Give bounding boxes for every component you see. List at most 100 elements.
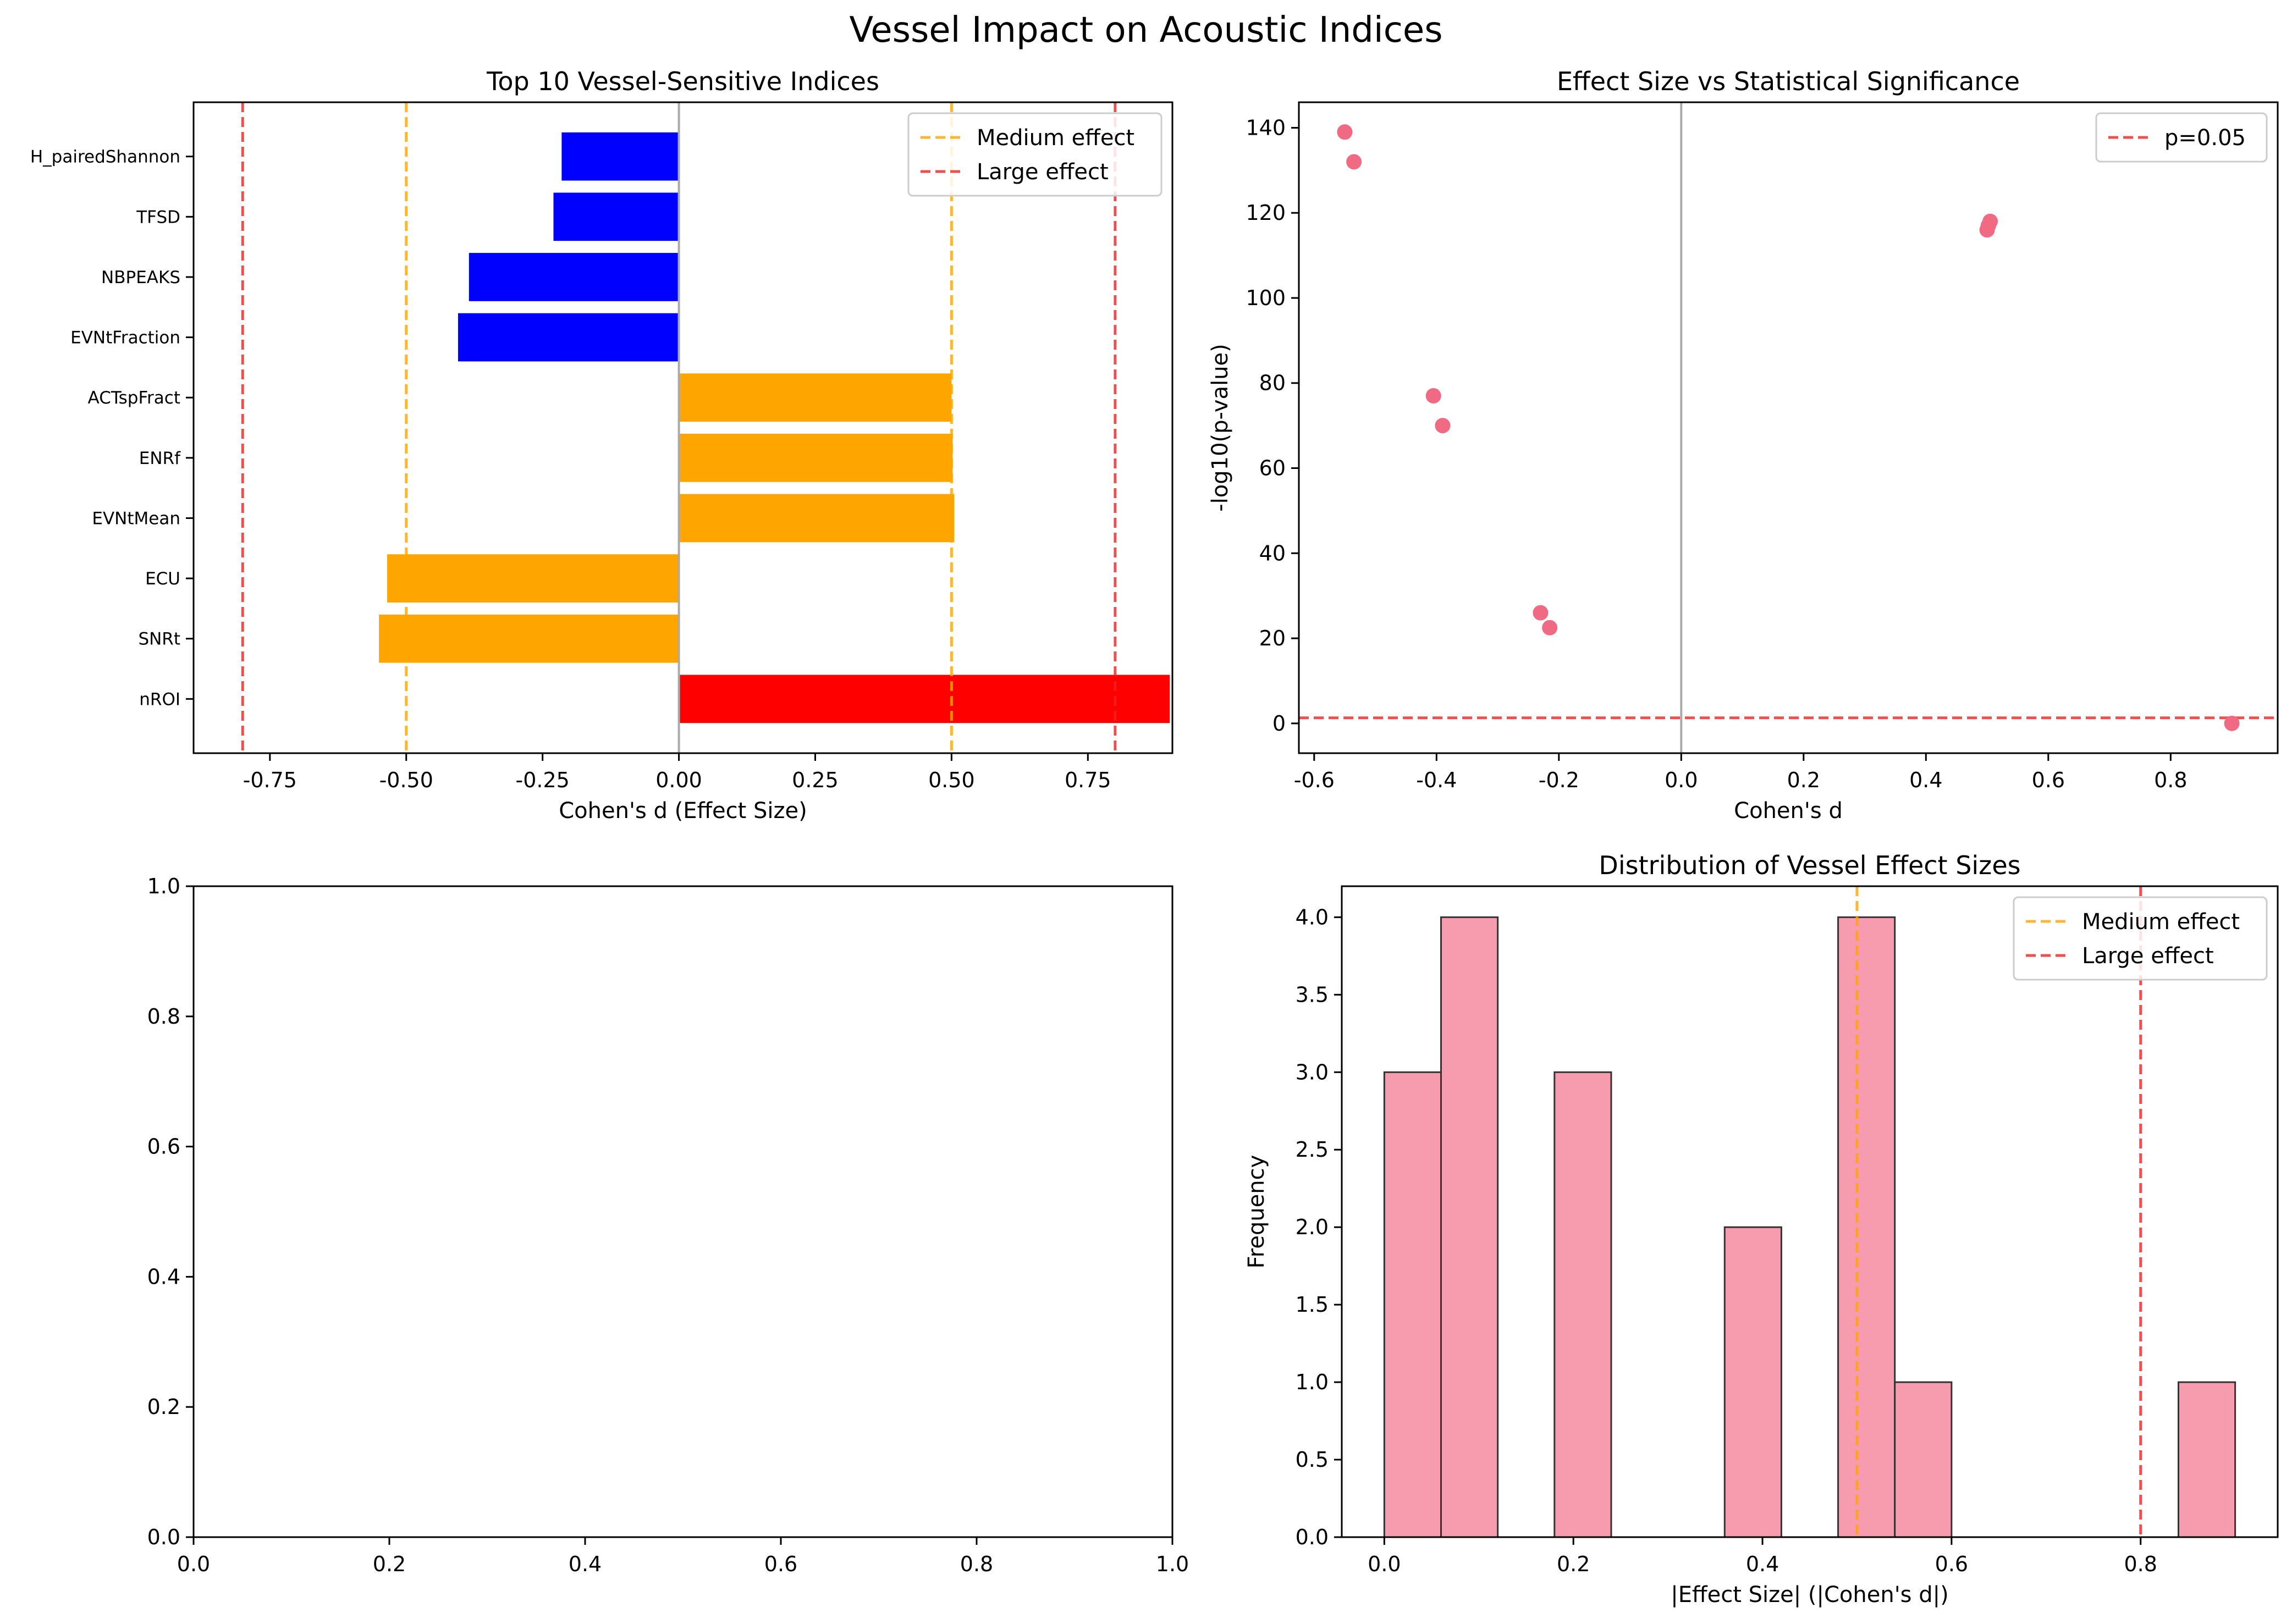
legend: Medium effect Large effect [907,112,1162,197]
x-tick-label: 0.4 [1746,1552,1779,1576]
x-tick-label: 0.0 [1368,1552,1401,1576]
y-tick-label: ENRf [139,449,181,468]
y-axis-label: Frequency [1244,1155,1269,1269]
y-tick-label: 120 [1246,201,1286,225]
legend-entry-label: Medium effect [977,125,1134,151]
y-tick-label: ECU [145,569,180,589]
y-tick-label: TFSD [136,207,180,227]
axes-frame [192,101,1173,754]
y-tick-label: 0.0 [147,1525,180,1549]
legend-frame [907,112,1162,197]
bar-chart-panel: Top 10 Vessel-Sensitive Indices Cohen's d… [30,67,1173,824]
bar [679,675,1170,723]
x-tick-label: 0.4 [1909,768,1942,792]
empty-axes-panel: 0.0 0.2 0.4 0.6 0.8 1.0 0.0 0.2 0.4 0.6 0.8 1.0 [147,874,1189,1576]
y-tick-label: 20 [1259,626,1286,650]
legend-entry-label: p=0.05 [2164,125,2246,151]
y-tick-label: 80 [1259,371,1286,395]
x-tick-label: 0.0 [1665,768,1698,792]
y-tick-label: 4.0 [1296,905,1329,929]
y-tick-label: ACTspFract [88,388,180,408]
axes-frame [1341,885,2279,1538]
y-tick-label: 2.0 [1296,1215,1329,1239]
x-tick-label: 0.50 [928,768,975,792]
histogram-bar [1837,916,1896,1538]
x-tick-label: 0.2 [373,1552,406,1576]
y-tick-label: 0.2 [147,1395,180,1419]
y-tick-label: 0.0 [1296,1525,1329,1549]
legend-frame [2013,896,2268,981]
y-tick-label: 0.6 [147,1135,180,1159]
x-tick-label: -0.75 [243,768,297,792]
y-tick-label: 1.0 [147,874,180,898]
x-tick-label: 0.25 [792,768,839,792]
y-tick-label: H_pairedShannon [30,147,180,167]
x-axis-label: Cohen's d (Effect Size) [559,798,807,824]
bar [679,373,952,422]
y-tick-label: 60 [1259,456,1286,480]
y-tick-label: EVNtFraction [70,328,180,348]
x-tick-label: -0.25 [515,768,569,792]
x-axis-label: |Effect Size| (|Cohen's d|) [1671,1582,1948,1608]
x-tick-label: 0.0 [177,1552,210,1576]
x-axis-label: Cohen's d [1734,798,1843,824]
legend: p=0.05 [2095,112,2268,163]
x-tick-label: 0.6 [1935,1552,1968,1576]
scatter-point [1337,124,1353,140]
x-tick-label: -0.4 [1416,768,1457,792]
scatter-chart-panel: Effect Size vs Statistical Significance C… [1208,67,2279,824]
y-tick-label: 0.5 [1296,1448,1329,1472]
y-tick-label: EVNtMean [92,509,180,528]
histogram-panel: Distribution of Vessel Effect Sizes |Effe… [1244,850,2279,1608]
scatter-point [1542,620,1558,636]
y-tick-label: 1.5 [1296,1292,1329,1317]
x-tick-label: 0.6 [2032,768,2065,792]
legend-entry-label: Large effect [977,159,1109,185]
legend-entry-label: Large effect [2082,943,2214,969]
x-tick-label: -0.50 [379,768,433,792]
bar [679,494,955,543]
bar [679,433,953,482]
legend-frame [2095,112,2268,163]
x-tick-label: 0.8 [2154,768,2187,792]
scatter-point [1425,388,1441,404]
legend-entry-label: Medium effect [2082,909,2240,935]
x-tick-label: 0.4 [569,1552,602,1576]
x-tick-label: 1.0 [1156,1552,1189,1576]
axes-title: Top 10 Vessel-Sensitive Indices [486,67,879,96]
x-tick-label: 0.8 [960,1552,993,1576]
axes-title: Effect Size vs Statistical Significance [1557,67,2020,96]
x-tick-label: 0.6 [764,1552,797,1576]
legend: Medium effect Large effect [2013,896,2268,981]
y-tick-label: 3.0 [1296,1060,1329,1084]
histogram-bar [1894,1381,1953,1538]
scatter-point [1435,418,1451,434]
bar [379,614,679,663]
histogram-bar [2177,1381,2236,1538]
y-tick-label: 100 [1246,286,1286,310]
axes-title: Distribution of Vessel Effect Sizes [1599,850,2020,880]
figure-title: Vessel Impact on Acoustic Indices [849,10,1442,51]
y-tick-label: 0.8 [147,1004,180,1029]
y-tick-label: 0.4 [147,1264,180,1289]
axes-frame [192,885,1173,1538]
histogram-bar [1553,1071,1612,1538]
scatter-point [1346,154,1362,170]
scatter-point [1982,213,1998,229]
y-tick-label: SNRt [138,629,180,649]
bar [458,313,679,362]
y-tick-label: NBPEAKS [101,268,180,288]
y-tick-label: 140 [1246,115,1286,140]
scatter-point [2224,715,2240,731]
x-tick-label: 0.75 [1065,768,1111,792]
y-tick-label: nROI [139,689,180,709]
y-axis-label: -log10(p-value) [1208,344,1233,512]
x-tick-label: 0.2 [1787,768,1820,792]
y-tick-label: 2.5 [1296,1137,1329,1162]
y-tick-label: 1.0 [1296,1370,1329,1394]
y-tick-label: 40 [1259,541,1286,565]
x-tick-label: 0.8 [2124,1552,2157,1576]
x-tick-label: -0.2 [1539,768,1579,792]
axes-frame [1298,101,2279,754]
y-tick-label: 0 [1272,711,1286,736]
